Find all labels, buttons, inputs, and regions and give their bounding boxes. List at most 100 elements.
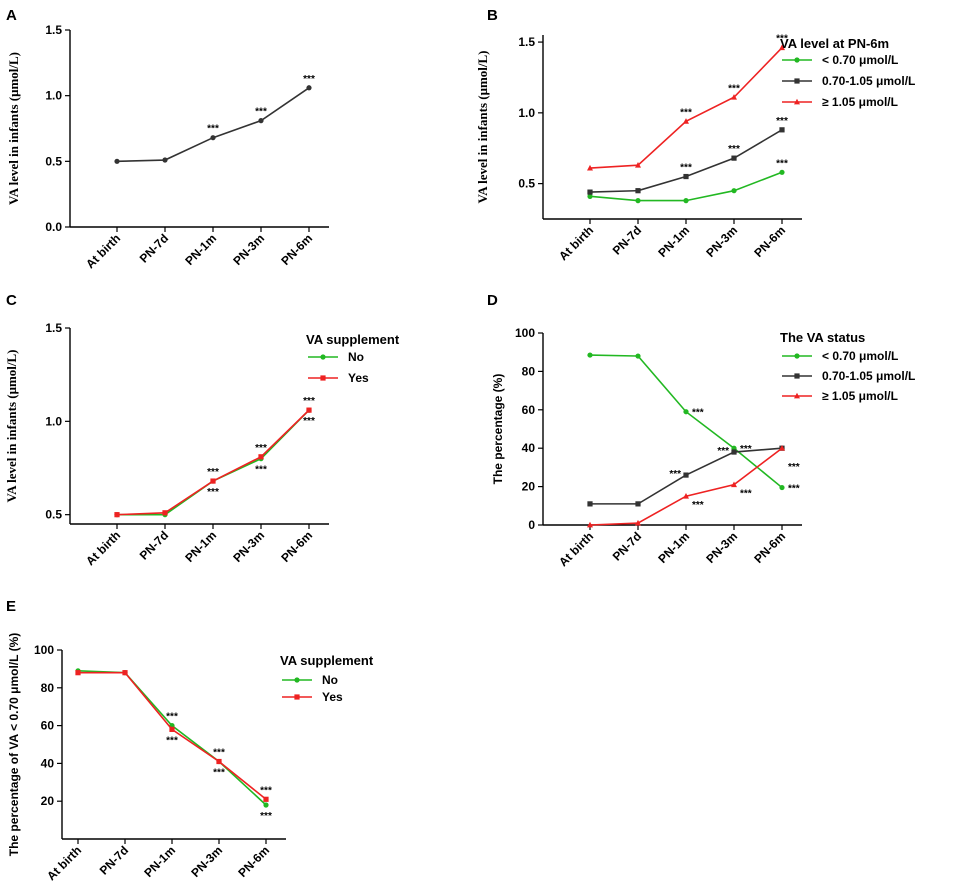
panel-a: A 0.0 0.5 1.0 1.5 At birth PN-7d PN-1m PN-3m PN-6… bbox=[6, 7, 329, 271]
y-tick-label: 20 bbox=[522, 480, 536, 494]
significance-annotation: *** bbox=[788, 462, 800, 473]
legend-entry: Yes bbox=[322, 690, 343, 704]
y-tick-label: 0.5 bbox=[45, 154, 62, 168]
data-point bbox=[587, 189, 593, 195]
data-point bbox=[210, 135, 216, 141]
y-tick-label: 0.5 bbox=[45, 508, 62, 522]
data-point bbox=[779, 44, 785, 51]
legend-marker bbox=[794, 392, 800, 399]
data-point bbox=[75, 670, 81, 676]
y-tick-label: 100 bbox=[515, 326, 535, 340]
data-point bbox=[731, 94, 737, 100]
y-tick-label: 1.0 bbox=[518, 106, 535, 120]
data-point bbox=[779, 484, 785, 491]
significance-annotation: *** bbox=[303, 74, 315, 85]
x-tick-label: At birth bbox=[44, 843, 84, 883]
y-axis-label: The percentage (%) bbox=[491, 374, 505, 485]
x-tick-label: PN-7d bbox=[610, 223, 644, 257]
data-point bbox=[635, 353, 641, 359]
legend-title: The VA status bbox=[780, 330, 865, 345]
x-tick-label: At birth bbox=[83, 231, 123, 271]
x-tick-label: PN-3m bbox=[230, 528, 267, 565]
data-point bbox=[635, 198, 641, 204]
legend: VA level at PN-6m < 0.70 μmol/L 0.70-1.05 … bbox=[780, 36, 915, 109]
legend-entry: < 0.70 μmol/L bbox=[822, 53, 898, 67]
data-point bbox=[169, 726, 175, 732]
data-point bbox=[779, 127, 785, 133]
legend-marker bbox=[794, 78, 800, 84]
data-point bbox=[306, 407, 312, 413]
legend-marker bbox=[794, 353, 800, 359]
data-point bbox=[683, 409, 689, 415]
x-tick-label: PN-1m bbox=[655, 529, 692, 566]
series-line bbox=[116, 409, 310, 516]
data-point bbox=[306, 85, 312, 91]
significance-annotation: *** bbox=[213, 748, 225, 759]
panel-letter: D bbox=[487, 292, 498, 309]
data-point bbox=[263, 802, 269, 808]
legend: VA supplement No Yes bbox=[306, 332, 400, 385]
panel-d: D 0 20 40 60 80 100 At birth PN-7d PN-1m PN-3m PN-6… bbox=[487, 292, 915, 569]
significance-annotation: *** bbox=[680, 163, 692, 174]
significance-annotation: *** bbox=[303, 416, 315, 427]
y-tick-label: 1.0 bbox=[45, 414, 62, 428]
legend-marker bbox=[794, 373, 800, 379]
series-line bbox=[589, 354, 783, 489]
significance-annotation: *** bbox=[255, 443, 267, 454]
panel-letter: E bbox=[6, 598, 16, 615]
y-tick-label: 0 bbox=[528, 518, 535, 532]
data-point bbox=[114, 512, 120, 518]
data-point bbox=[731, 449, 737, 455]
data-point bbox=[587, 521, 593, 528]
significance-annotation: *** bbox=[728, 144, 740, 155]
x-tick-label: PN-6m bbox=[751, 223, 788, 260]
data-point bbox=[587, 501, 593, 507]
significance-annotation: *** bbox=[260, 811, 272, 822]
significance-annotation: *** bbox=[260, 785, 272, 796]
y-tick-label: 80 bbox=[522, 364, 536, 378]
data-point bbox=[683, 493, 689, 499]
panel-e: E 20 40 60 80 100 At birth PN-7d PN-1m PN-3m PN-6m… bbox=[6, 598, 374, 883]
significance-annotation: *** bbox=[776, 158, 788, 169]
significance-annotation: *** bbox=[717, 446, 729, 457]
x-tick-label: PN-7d bbox=[610, 529, 644, 563]
x-tick-label: At birth bbox=[83, 528, 123, 568]
data-point bbox=[683, 198, 689, 204]
significance-annotation: *** bbox=[728, 83, 740, 94]
data-point bbox=[635, 519, 641, 526]
significance-annotation: *** bbox=[166, 712, 178, 723]
x-tick-label: PN-6m bbox=[235, 843, 272, 880]
y-axis-label: VA level in infants (μmol/L) bbox=[4, 349, 19, 502]
x-tick-label: PN-7d bbox=[137, 231, 171, 265]
data-point bbox=[731, 155, 737, 161]
data-point bbox=[216, 758, 222, 765]
data-point bbox=[587, 164, 593, 171]
significance-annotation: *** bbox=[788, 484, 800, 495]
y-tick-label: 0.0 bbox=[45, 220, 62, 234]
data-point bbox=[263, 796, 269, 802]
x-tick-label: PN-3m bbox=[230, 231, 267, 268]
y-tick-label: 40 bbox=[522, 441, 536, 455]
data-point bbox=[587, 193, 593, 199]
panel-letter: B bbox=[487, 7, 498, 24]
data-point bbox=[258, 118, 264, 124]
legend-marker bbox=[320, 354, 326, 360]
data-point bbox=[635, 162, 641, 168]
data-point bbox=[162, 157, 168, 163]
panel-letter: A bbox=[6, 7, 17, 24]
x-tick-label: PN-1m bbox=[655, 223, 692, 260]
legend-title: VA supplement bbox=[306, 332, 400, 347]
data-point bbox=[683, 173, 689, 180]
data-point bbox=[779, 169, 785, 175]
significance-annotation: *** bbox=[692, 408, 704, 419]
y-tick-label: 0.5 bbox=[518, 177, 535, 191]
y-tick-label: 80 bbox=[41, 681, 55, 695]
legend-entry: Yes bbox=[348, 371, 369, 385]
y-axis-label: VA level in infants (μmol/L) bbox=[6, 52, 21, 205]
x-tick-label: PN-3m bbox=[703, 223, 740, 260]
legend-marker bbox=[794, 98, 800, 105]
x-tick-label: PN-7d bbox=[97, 843, 131, 877]
data-point bbox=[635, 501, 641, 507]
significance-annotation: *** bbox=[680, 107, 692, 118]
significance-annotation: *** bbox=[669, 469, 681, 480]
